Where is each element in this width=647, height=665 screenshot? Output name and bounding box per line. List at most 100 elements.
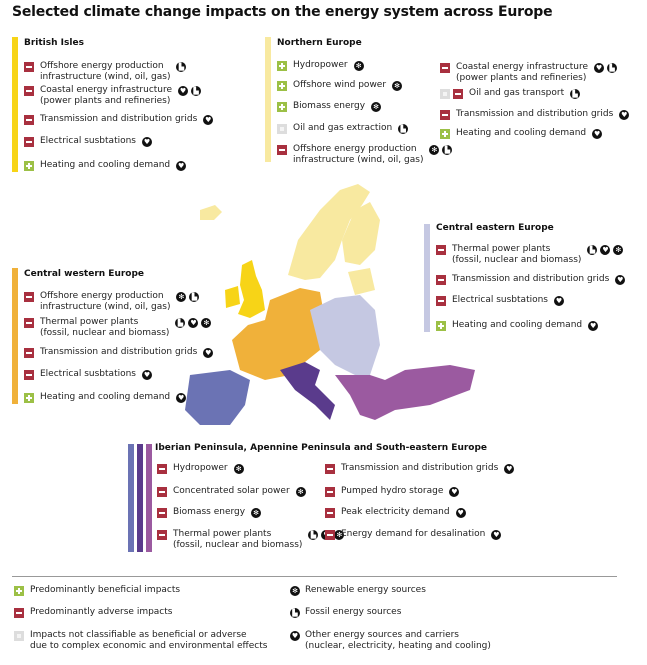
impact-label: Predominantly beneficial impacts [30,585,181,595]
british-isles-bar [12,37,18,172]
map-baltics [348,268,375,295]
impact-item: Thermal power plants (fossil, nuclear an… [24,317,212,339]
central-western-title: Central western Europe [24,269,145,279]
icon-group: ♥ [612,274,626,285]
impact-label: Peak electricity demand [341,507,450,517]
impact-item: Electrical susbtations ♥ [24,369,152,380]
adverse-marker-icon [24,370,34,380]
renewable-energy-icon: ✻ [371,102,382,112]
icon-group: ✻ [368,101,382,112]
impact-label: Heating and cooling demand [40,160,171,170]
impact-item: Heating and cooling demand ♥ [436,320,599,331]
icon-group: ♥ [446,486,460,497]
southern-europe-title: Iberian Peninsula, Apennine Peninsula an… [155,443,488,453]
other-energy-icon: ♥ [176,161,187,171]
impact-label: Offshore energy production infrastructur… [40,61,171,82]
adverse-marker-icon [24,86,34,96]
other-energy-icon: ♥ [203,115,214,125]
british-isles-title: British Isles [24,38,84,48]
other-energy-icon: ♥ [188,318,199,328]
impact-item: Heating and cooling demand ♥ [440,128,603,139]
renewable-energy-icon: ✻ [251,508,262,518]
icon-group: ▙ [395,123,409,134]
impact-label: Biomass energy [173,507,246,517]
impact-label: Oil and gas transport [469,88,565,98]
other-energy-icon: ♥ [600,245,611,255]
renewable-energy-icon: ✻ [353,61,364,71]
icon-group: ✻ [389,80,403,91]
impact-item: Offshore energy production infrastructur… [24,291,200,313]
icon-group: ✻ [231,463,244,474]
impact-item: Biomass energy ✻ [277,101,382,112]
icon-group: ♥ [200,114,214,125]
neutral-marker-icon [440,89,450,99]
icon-group: ✻ [351,60,364,71]
adverse-marker-icon [157,487,167,497]
other-energy-icon: ♥ [504,464,515,474]
map-central-west [232,288,325,380]
impact-item: Coastal energy infrastructure (power pla… [24,85,202,107]
impact-item: Pumped hydro storage ♥ [325,486,460,497]
icon-group: ▙♥✻ [172,317,212,328]
other-energy-icon: ♥ [449,487,460,497]
icon-group: ♥ [173,160,187,171]
map-central-east [310,295,380,375]
impact-item: ♥ Other energy sources and carriers (nucl… [290,630,491,652]
adverse-marker-icon [24,115,34,125]
impact-item: Thermal power plants (fossil, nuclear an… [436,244,624,266]
beneficial-marker-icon [436,321,446,331]
renewable-energy-icon: ✻ [201,318,212,328]
beneficial-marker-icon [24,393,34,403]
beneficial-marker-icon [277,102,287,112]
impact-label: Heating and cooling demand [40,392,171,402]
impact-item: Coastal energy infrastructure (power pla… [440,62,618,84]
neutral-marker-icon [277,124,287,134]
renewable-energy-icon: ✻ [429,145,440,155]
renewable-energy-icon: ✻ [233,464,244,474]
impact-label: Thermal power plants (fossil, nuclear an… [452,244,582,265]
fossil-energy-icon: ▙ [398,124,409,134]
map-uk [238,260,265,318]
icon-group: ♥ [139,369,152,380]
map-iberia [185,370,250,425]
impact-label: Coastal energy infrastructure (power pla… [40,85,173,106]
fossil-energy-icon: ▙ [191,86,202,96]
adverse-marker-icon [440,63,450,73]
icon-group: ♥ [488,529,502,540]
impact-label: Pumped hydro storage [341,486,444,496]
impact-label: Offshore energy production infrastructur… [40,291,171,312]
impact-label: Transmission and distribution grids [341,463,499,473]
other-energy-icon: ♥ [615,275,626,285]
beneficial-marker-icon [277,81,287,91]
map-iceland [200,205,222,220]
impact-label: Electrical susbtations [40,369,136,379]
central-eastern-bar [424,224,430,332]
icon-group: ▙ [567,88,581,99]
adverse-marker-icon [453,89,463,99]
legend-divider [12,576,617,577]
adverse-marker-icon [325,464,335,474]
beneficial-marker-icon [14,586,24,596]
impact-item: Predominantly adverse impacts [14,607,172,618]
south-eastern-bar [146,444,152,552]
impact-item: Oil and gas extraction ▙ [277,123,409,134]
beneficial-marker-icon [277,61,287,71]
impact-item: Impacts not classifiable as beneficial o… [14,630,267,652]
icon-group: ✻ [248,507,262,518]
icon-group: ♥ [616,109,630,120]
map-finland [342,202,380,265]
impact-item: ✻ Renewable energy sources [290,585,426,596]
fossil-energy-icon: ▙ [189,292,200,302]
adverse-marker-icon [440,110,450,120]
adverse-marker-icon [14,608,24,618]
impact-item: Electrical susbtations ♥ [436,295,564,306]
impact-item: Transmission and distribution grids ♥ [436,274,626,285]
impact-item: Energy demand for desalination ♥ [325,529,502,540]
adverse-marker-icon [325,487,335,497]
adverse-marker-icon [24,318,34,328]
impact-label: Offshore wind power [293,80,387,90]
impact-label: Transmission and distribution grids [40,114,198,124]
fossil-energy-icon: ▙ [442,145,453,155]
other-energy-icon: ♥ [455,508,466,518]
fossil-energy-icon: ▙ [175,318,186,328]
